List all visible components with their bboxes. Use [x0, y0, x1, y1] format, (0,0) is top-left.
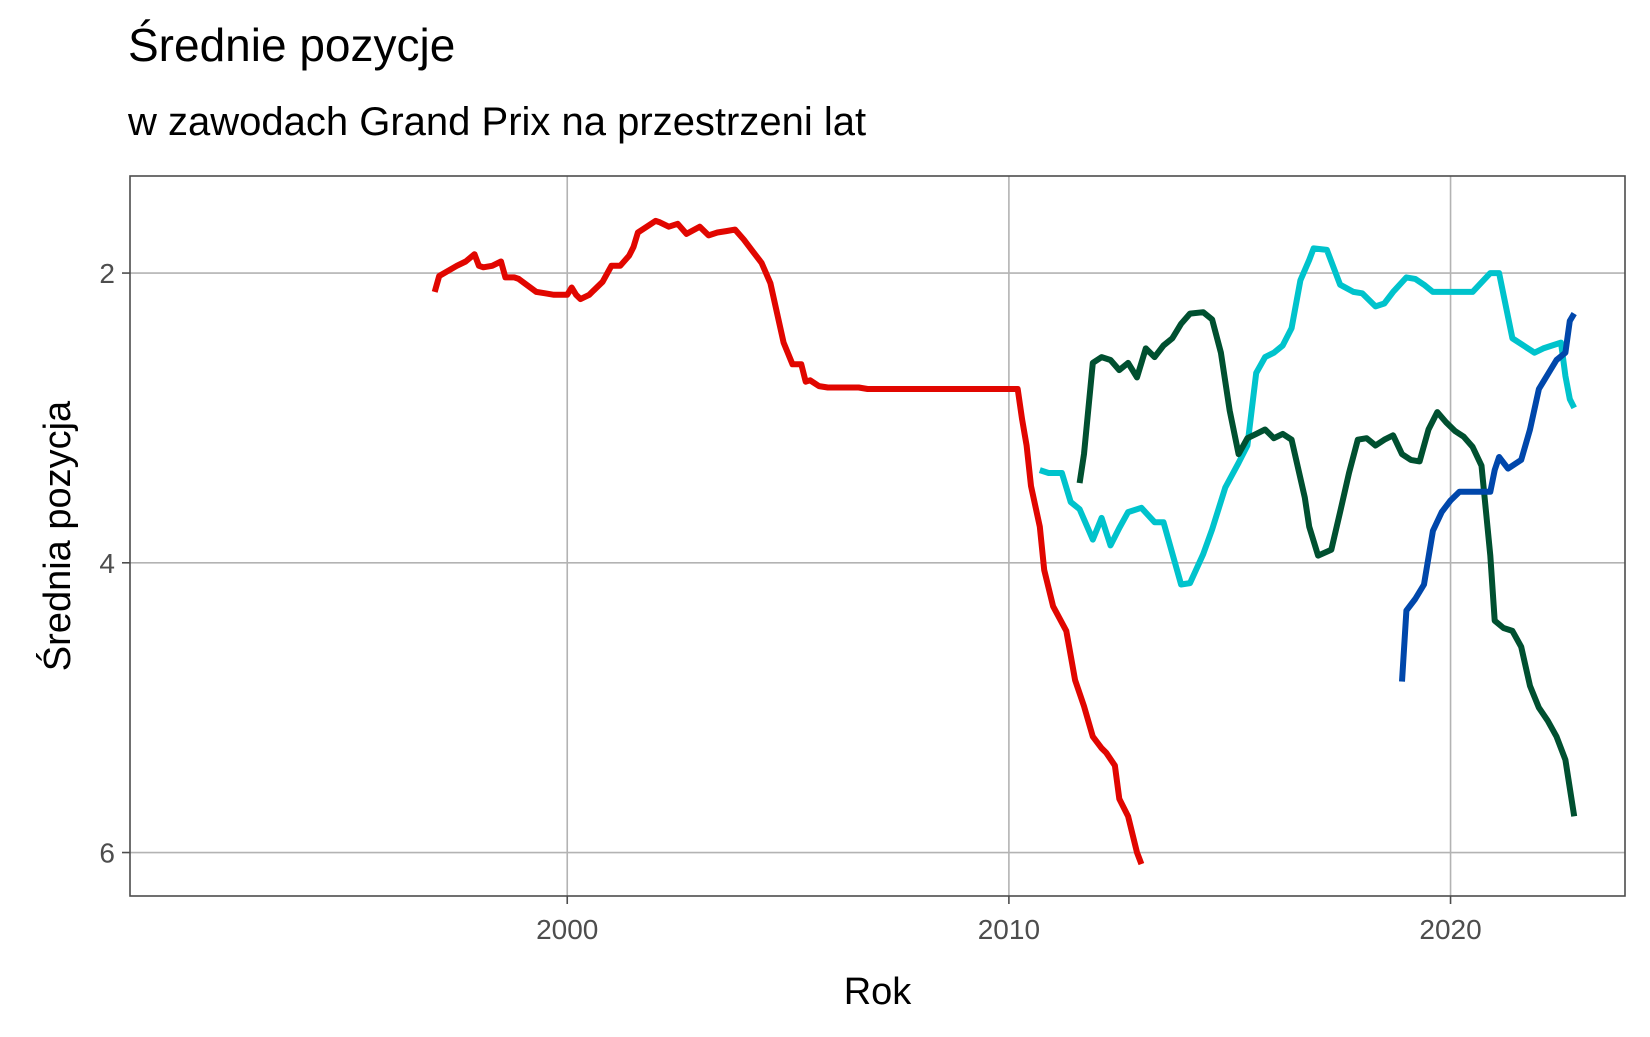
panel-border [129, 175, 1626, 897]
series-line-2 [1038, 245, 1577, 588]
chart-title: Średnie pozycje [128, 19, 456, 71]
series-line-4 [1399, 312, 1577, 682]
chart-subtitle: w zawodach Grand Prix na przestrzeni lat [128, 100, 867, 144]
axis-ticks: 2000 2010 2020 2 4 6 [99, 258, 1481, 945]
x-tick-label: 2010 [978, 914, 1040, 945]
y-tick-label: 6 [99, 838, 115, 869]
y-axis-title: Średnia pozycja [34, 400, 79, 671]
series-line-3 [1076, 309, 1578, 817]
x-tick-label: 2000 [536, 914, 598, 945]
y-tick-label: 4 [99, 548, 115, 579]
series-line-1 [431, 217, 1145, 866]
series-lines [431, 217, 1578, 866]
x-tick-label: 2020 [1419, 914, 1481, 945]
x-axis-title: Rok [844, 971, 913, 1013]
y-tick-label: 2 [99, 258, 115, 289]
